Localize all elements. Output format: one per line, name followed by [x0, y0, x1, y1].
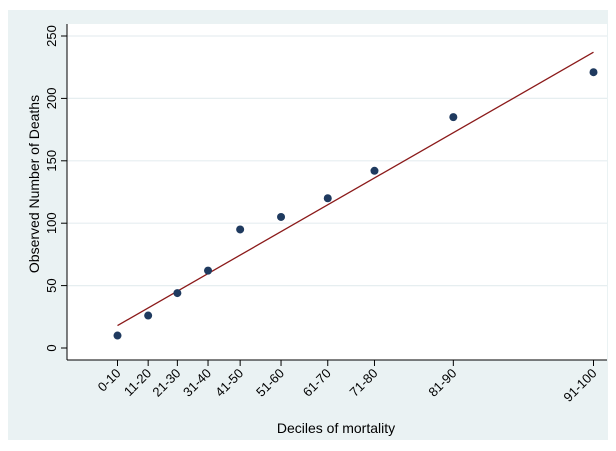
data-point [323, 194, 332, 203]
data-point [144, 311, 153, 320]
y-tick-label: 50 [44, 278, 59, 292]
data-point [173, 289, 182, 298]
data-point [589, 68, 598, 77]
data-points [113, 68, 598, 340]
x-tick-label: 21-30 [149, 366, 183, 400]
y-tick-label: 150 [44, 150, 59, 172]
plot-area [67, 24, 607, 360]
grid [67, 35, 607, 287]
x-tick-label: 31-40 [180, 366, 214, 400]
data-point [113, 331, 122, 340]
x-tick-label: 91-100 [560, 366, 599, 405]
y-tick-label: 250 [44, 25, 59, 47]
y-tick-label: 200 [44, 88, 59, 110]
x-tick-label: 11-20 [121, 366, 154, 399]
x-tick-label: 61-70 [300, 366, 334, 400]
x-tick-label: 71-80 [346, 366, 380, 400]
data-point [236, 225, 245, 234]
data-point [370, 166, 379, 175]
y-tick-label: 100 [44, 212, 59, 234]
x-axis-title: Deciles of mortality [277, 420, 395, 436]
x-tick-label: 41-50 [212, 366, 246, 400]
y-axis-title: Observed Number of Deaths [26, 95, 42, 273]
fit-line [117, 51, 594, 327]
data-point [449, 113, 458, 122]
x-tick-label: 51-60 [253, 366, 287, 400]
data-point [277, 212, 286, 221]
y-tick-label: 0 [44, 344, 59, 351]
x-tick-label: 0-10 [95, 366, 124, 395]
data-point [204, 266, 213, 275]
fit-line-group [117, 51, 594, 327]
x-tick-label: 81-90 [425, 366, 459, 400]
